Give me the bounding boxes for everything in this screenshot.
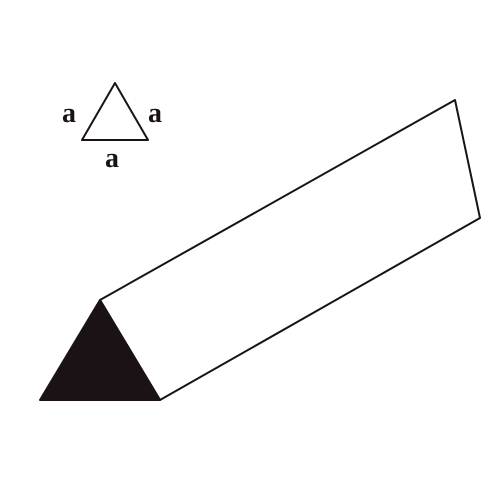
side-label-left: a	[62, 98, 76, 130]
prism-diagram-svg	[0, 0, 500, 500]
side-label-bottom: a	[105, 143, 119, 175]
cross-section-triangle	[82, 83, 148, 140]
side-label-right: a	[148, 98, 162, 130]
prism-top-face	[100, 100, 480, 400]
diagram-canvas: a a a	[0, 0, 500, 500]
